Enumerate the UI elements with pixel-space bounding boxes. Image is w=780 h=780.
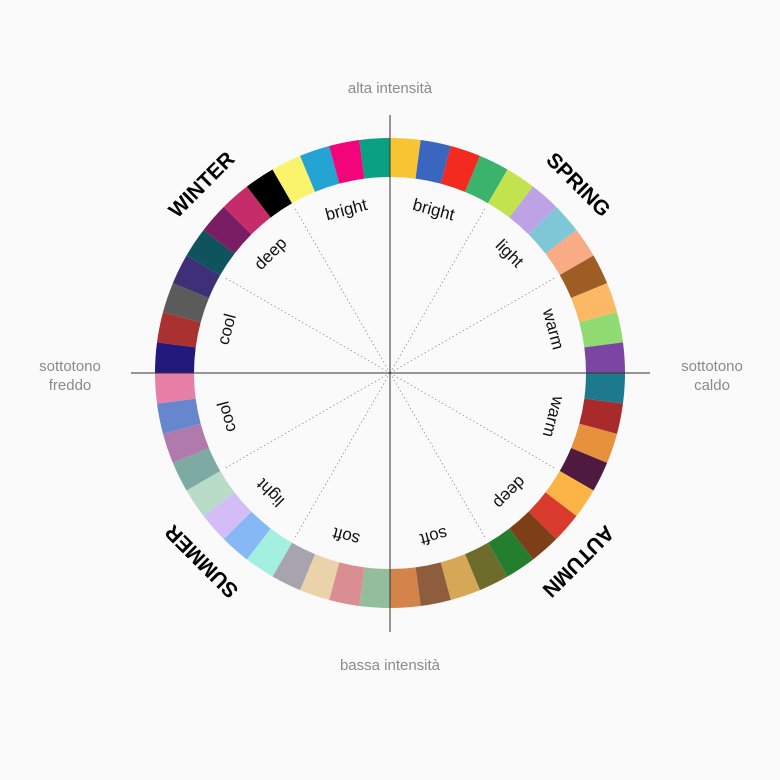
sector-divider-line <box>225 372 391 469</box>
color-swatch <box>509 186 557 235</box>
color-swatch <box>584 342 625 373</box>
color-swatch <box>571 283 617 323</box>
color-swatch <box>559 255 608 298</box>
sector-label-soft: soft <box>330 523 362 549</box>
right-axis-label-line1: sottotono <box>681 358 743 375</box>
color-swatch <box>584 373 625 404</box>
color-swatch <box>300 146 340 192</box>
color-swatch <box>157 312 201 348</box>
sector-divider-line <box>389 372 555 469</box>
color-swatch <box>223 186 271 235</box>
sector-label-soft: soft <box>418 524 450 550</box>
color-swatch <box>528 492 577 540</box>
swatch-ring <box>155 138 625 608</box>
top-axis-label: alta intensità <box>347 80 433 97</box>
sector-divider-line <box>294 372 391 538</box>
color-swatch <box>488 528 534 577</box>
color-swatch <box>579 398 623 434</box>
color-swatch <box>163 423 209 463</box>
right-axis-label-line2: caldo <box>694 377 730 394</box>
color-swatch <box>172 255 221 298</box>
color-swatch <box>359 138 390 179</box>
color-swatch <box>545 471 594 517</box>
sector-label-cool: cool <box>214 312 240 347</box>
color-swatch <box>163 283 209 323</box>
color-swatch <box>415 562 451 606</box>
color-swatch <box>390 138 421 179</box>
color-swatch <box>155 373 196 404</box>
color-swatch <box>246 528 292 577</box>
sector-label-bright: bright <box>411 195 457 224</box>
color-swatch <box>545 229 594 275</box>
right-axis-label: sottotono caldo <box>650 357 774 395</box>
color-swatch <box>465 542 508 591</box>
color-swatch <box>172 448 221 491</box>
color-swatch <box>415 140 451 184</box>
color-swatch <box>359 567 390 608</box>
color-swatch <box>272 542 315 591</box>
color-swatch <box>223 511 271 560</box>
color-swatch <box>390 567 421 608</box>
sector-label-cool: cool <box>214 399 240 434</box>
sector-divider-line <box>389 372 486 538</box>
left-axis-label-line1: sottotono <box>39 358 101 375</box>
bottom-axis-label: bassa intensità <box>339 657 441 674</box>
color-swatch <box>203 492 252 540</box>
sector-label-deep: deep <box>489 472 529 512</box>
color-swatch <box>272 155 315 204</box>
color-swatch <box>186 471 235 517</box>
color-swatch <box>440 146 480 192</box>
color-swatch <box>329 562 365 606</box>
sector-divider-line <box>225 277 391 374</box>
sector-label-warm: warm <box>538 306 567 352</box>
color-swatch <box>186 229 235 275</box>
color-swatch <box>465 155 508 204</box>
color-swatch <box>440 554 480 600</box>
color-swatch <box>300 554 340 600</box>
sector-divider-line <box>389 277 555 374</box>
color-swatch <box>559 448 608 491</box>
color-swatch <box>329 140 365 184</box>
color-swatch <box>157 398 201 434</box>
color-swatch <box>579 312 623 348</box>
color-swatch <box>155 342 196 373</box>
color-swatch <box>203 206 252 254</box>
sector-label-deep: deep <box>250 233 290 273</box>
sector-label-light: light <box>253 475 289 511</box>
color-swatch <box>528 206 577 254</box>
color-swatch <box>488 169 534 218</box>
sector-divider-line <box>294 208 391 374</box>
sector-label-warm: warm <box>539 393 568 439</box>
color-swatch <box>509 511 557 560</box>
color-swatch <box>246 169 292 218</box>
color-swatch <box>571 423 617 463</box>
sector-label-light: light <box>492 236 528 272</box>
left-axis-label: sottotono freddo <box>8 357 132 395</box>
sector-divider-line <box>389 208 486 374</box>
left-axis-label-line2: freddo <box>48 377 92 394</box>
sector-label-bright: bright <box>323 195 369 224</box>
